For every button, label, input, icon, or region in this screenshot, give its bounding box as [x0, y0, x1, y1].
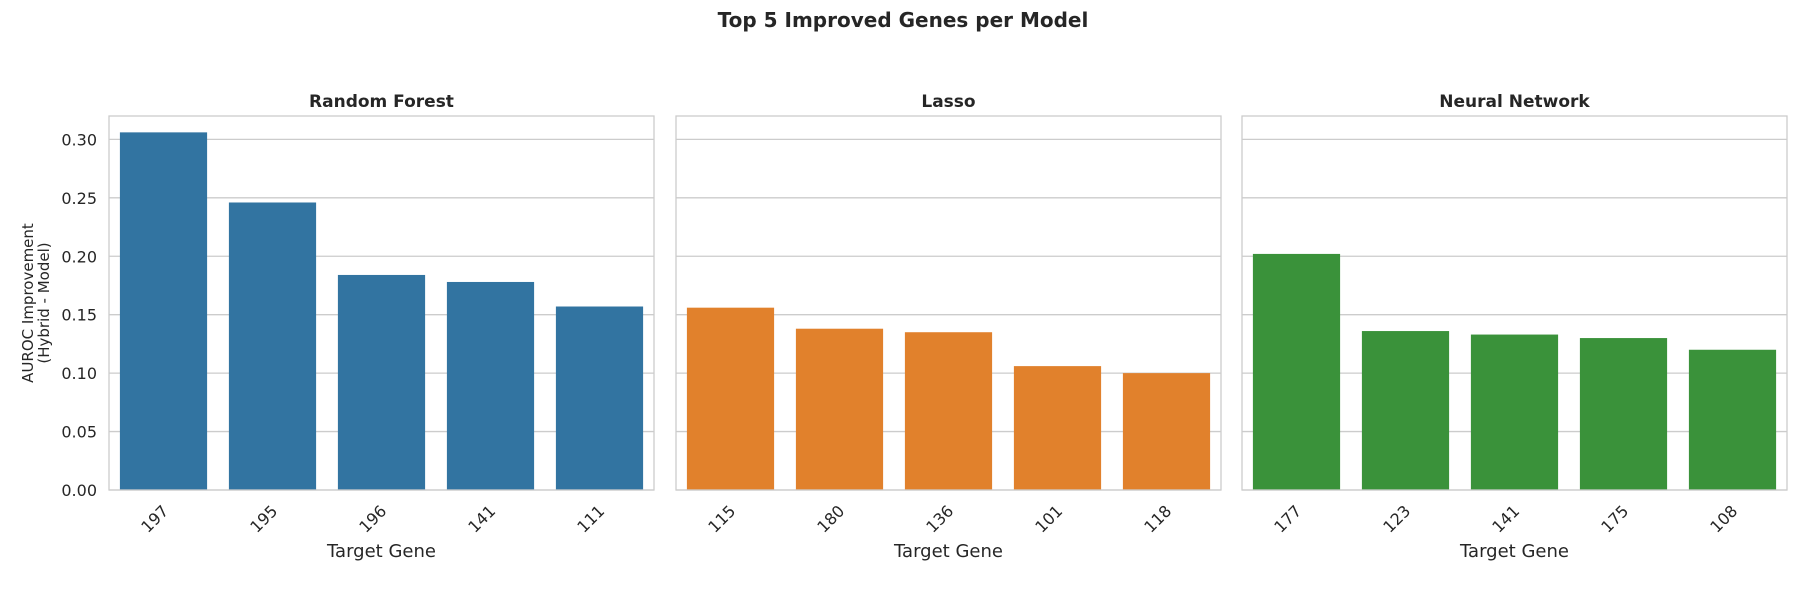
x-tick-label: 195 — [246, 501, 281, 536]
x-tick-label: 197 — [137, 501, 172, 536]
y-axis-label: AUROC Improvement(Hybrid - Model) — [19, 223, 53, 383]
chart-title: Top 5 Improved Genes per Model — [718, 8, 1089, 32]
y-tick-label: 0.20 — [61, 247, 97, 266]
bar — [555, 306, 644, 490]
bar — [337, 274, 426, 490]
y-tick-label: 0.15 — [61, 306, 97, 325]
bar — [1361, 331, 1450, 490]
x-tick-label: 101 — [1031, 501, 1066, 536]
x-tick-label: 141 — [464, 501, 499, 536]
panel-0: 197 195 196 141 111 Random Forest Target Gene 0… — [61, 92, 655, 562]
bar — [1252, 253, 1341, 490]
bar — [1470, 334, 1559, 490]
x-tick-label: 118 — [1140, 501, 1175, 536]
y-tick-label: 0.25 — [61, 189, 97, 208]
x-axis-label: Target Gene — [1459, 541, 1569, 562]
bar — [1688, 349, 1777, 490]
x-tick-label: 175 — [1597, 501, 1632, 536]
x-tick-label: 123 — [1379, 501, 1414, 536]
panel-title: Random Forest — [309, 92, 454, 112]
panel-2: 177 123 141 175 108 Neural Network Target Gene — [1241, 92, 1788, 562]
y-tick-label: 0.00 — [61, 481, 97, 500]
bar — [446, 281, 535, 490]
panel-frame — [675, 115, 1222, 491]
x-axis-label: Target Gene — [893, 541, 1003, 562]
y-tick-label: 0.10 — [61, 364, 97, 383]
y-tick-label: 0.30 — [61, 130, 97, 149]
bar — [1122, 373, 1211, 490]
x-tick-label: 136 — [922, 501, 957, 536]
bar — [686, 307, 775, 490]
x-tick-label: 177 — [1270, 501, 1305, 536]
y-tick-label: 0.05 — [61, 423, 97, 442]
y-axis-label-line: (Hybrid - Model) — [35, 242, 53, 363]
bar — [904, 332, 993, 490]
x-tick-label: 115 — [704, 501, 739, 536]
bar — [119, 132, 208, 491]
bar — [795, 328, 884, 490]
x-axis-label: Target Gene — [326, 541, 436, 562]
panel-title: Neural Network — [1439, 92, 1590, 112]
bar — [228, 202, 317, 491]
bar — [1013, 366, 1102, 490]
x-tick-label: 196 — [355, 501, 390, 536]
panel-frame — [1241, 115, 1788, 491]
panel-title: Lasso — [921, 92, 975, 112]
y-axis-label-line: AUROC Improvement — [19, 223, 37, 383]
panel-1: 115 180 136 101 118 Lasso Target Gene — [675, 92, 1222, 562]
x-tick-label: 141 — [1488, 501, 1523, 536]
x-tick-label: 180 — [813, 501, 848, 536]
bar — [1579, 338, 1668, 490]
x-tick-label: 111 — [573, 501, 608, 536]
panel-frame — [108, 115, 655, 491]
x-tick-label: 108 — [1706, 501, 1741, 536]
